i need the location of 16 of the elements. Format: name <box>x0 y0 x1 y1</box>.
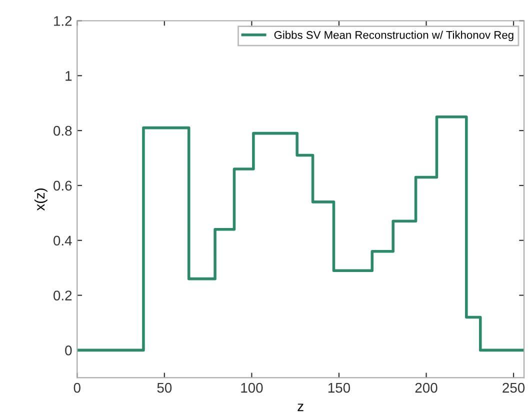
legend-label: Gibbs SV Mean Reconstruction w/ Tikhonov Reg <box>274 30 514 42</box>
y-tick-label: 0.8 <box>54 126 72 136</box>
y-tick-label: 0.4 <box>54 236 72 246</box>
x-tick-label: 250 <box>502 382 525 393</box>
x-tick-label: 150 <box>328 382 350 393</box>
x-tick-label: 0 <box>74 382 80 393</box>
x-axis-title: z <box>298 404 304 412</box>
x-tick-label: 100 <box>241 382 263 393</box>
y-tick-label: 0 <box>65 346 72 356</box>
x-tick-label: 50 <box>157 382 172 393</box>
y-tick-label: 1 <box>66 71 72 81</box>
y-axis-title: x(z) <box>34 188 48 211</box>
y-tick-label: 0.2 <box>54 290 72 300</box>
y-tick-label: 1.2 <box>54 16 72 26</box>
y-tick-label: 0.6 <box>54 180 72 191</box>
x-tick-label: 200 <box>415 382 438 393</box>
